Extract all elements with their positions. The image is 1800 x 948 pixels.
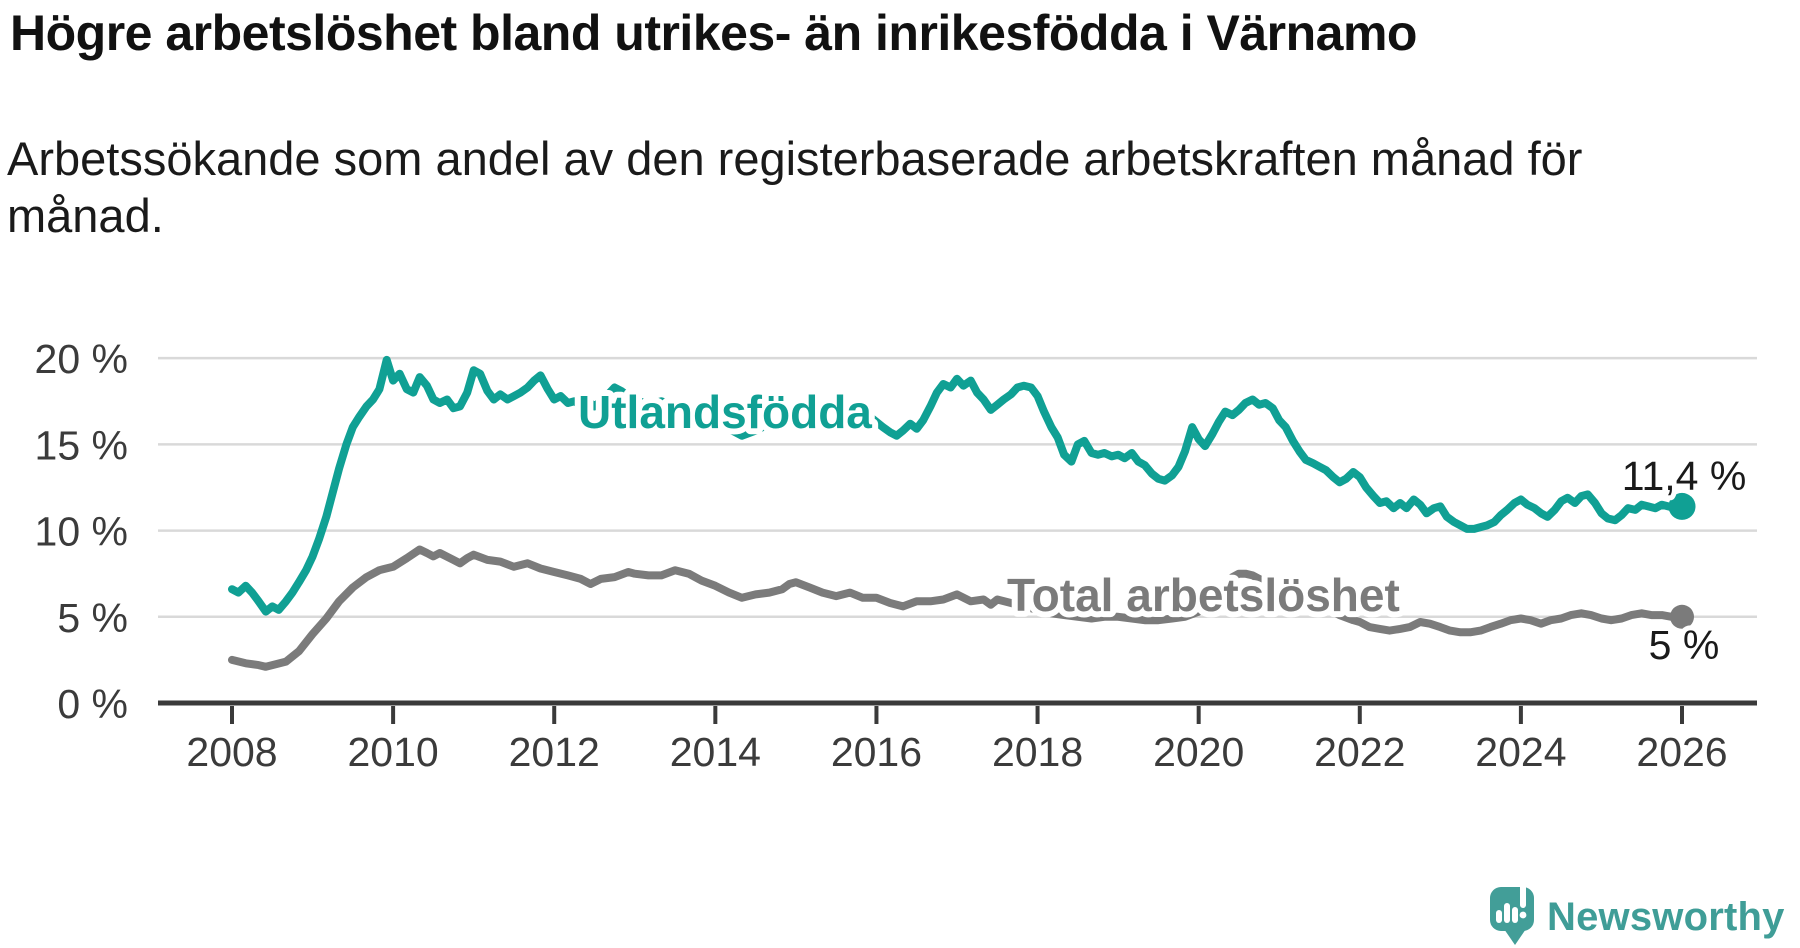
y-tick-label-20: 20 % <box>35 336 128 382</box>
y-tick-label-5: 5 % <box>57 595 128 641</box>
x-tick-label-2022: 2022 <box>1314 729 1405 775</box>
y-tick-label-0: 0 % <box>57 681 128 727</box>
newsworthy-logo-text: Newsworthy <box>1547 894 1785 939</box>
x-tick-label-2014: 2014 <box>670 729 761 775</box>
chart-title: Högre arbetslöshet bland utrikes- än inr… <box>10 5 1417 61</box>
x-tick-label-2024: 2024 <box>1475 729 1566 775</box>
end-dot-total-arbetsloshet <box>1670 604 1695 629</box>
line-total-arbetsloshet <box>228 545 1686 671</box>
y-tick-label-10: 10 % <box>35 509 128 555</box>
x-tick-label-2016: 2016 <box>831 729 922 775</box>
end-dot-utlandsfodda <box>1668 492 1696 520</box>
x-axis-tick-labels: 2008 2010 2012 2014 2016 2018 2020 2022 2024 2026 <box>186 729 1727 775</box>
y-tick-label-15: 15 % <box>35 422 128 468</box>
series-lines <box>228 355 1696 671</box>
y-axis-tick-labels: 0 % 5 % 10 % 15 % 20 % <box>35 336 128 727</box>
chart-subtitle-line1: Arbetssökande som andel av den registerb… <box>7 132 1583 185</box>
x-tick-label-2010: 2010 <box>348 729 439 775</box>
x-tick-label-2012: 2012 <box>509 729 600 775</box>
gridlines <box>158 356 1757 619</box>
x-tick-label-2020: 2020 <box>1153 729 1244 775</box>
x-tick-label-2018: 2018 <box>992 729 1083 775</box>
line-utlandsfodda <box>228 355 1686 616</box>
x-tick-label-2008: 2008 <box>186 729 277 775</box>
series-label-utlandsfodda: Utlandsfödda <box>578 386 872 438</box>
chart-subtitle-line2: månad. <box>7 189 164 243</box>
newsworthy-logo: Newsworthy <box>1488 872 1785 948</box>
x-tick-label-2026: 2026 <box>1636 729 1727 775</box>
end-value-label-utlandsfodda: 11,4 % <box>1622 453 1747 499</box>
chart-subtitle: Arbetssökande som andel av den registerb… <box>7 130 1627 245</box>
x-axis <box>158 700 1757 724</box>
end-value-label-total: 5 % <box>1649 622 1720 668</box>
series-label-total-arbetsloshet: Total arbetslöshet <box>1007 569 1400 621</box>
newsworthy-logo-icon <box>1490 880 1534 945</box>
